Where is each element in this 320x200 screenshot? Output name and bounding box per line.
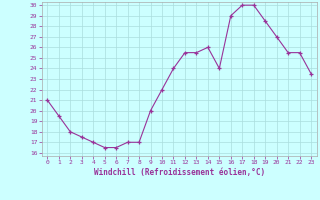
- X-axis label: Windchill (Refroidissement éolien,°C): Windchill (Refroidissement éolien,°C): [94, 168, 265, 177]
